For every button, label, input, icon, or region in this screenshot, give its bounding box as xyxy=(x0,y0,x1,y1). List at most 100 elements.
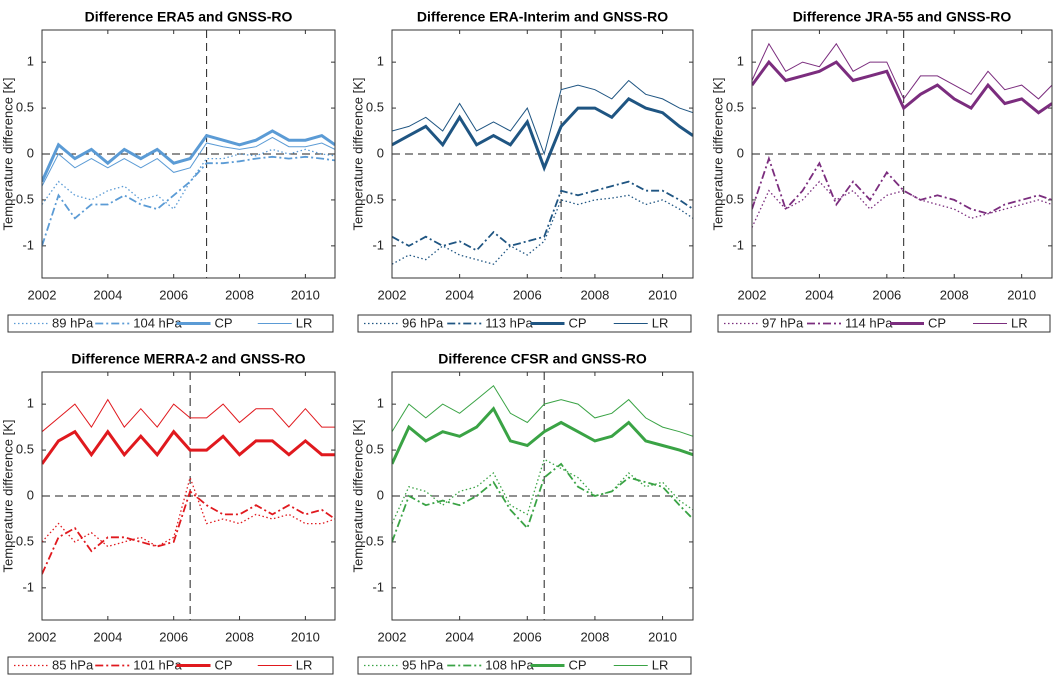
legend-label: CP xyxy=(569,315,587,330)
legend-box xyxy=(7,656,334,675)
legend-label: 95 hPa xyxy=(402,657,444,672)
y-tick-label: 1 xyxy=(27,54,34,69)
x-tick-label: 2006 xyxy=(513,287,542,302)
series-line xyxy=(42,155,335,247)
y-tick-label: 0.5 xyxy=(16,100,34,115)
y-axis-label: Temperature difference [K] xyxy=(0,78,15,231)
panel: Difference MERRA-2 and GNSS-RO Temperatur… xyxy=(0,351,336,675)
legend-box xyxy=(357,656,692,675)
x-tick-label: 2008 xyxy=(225,629,254,644)
panel: Difference CFSR and GNSS-RO Temperature d… xyxy=(350,351,694,675)
y-tick-label: -1 xyxy=(372,579,384,594)
x-tick-label: 2004 xyxy=(93,287,122,302)
legend-label: CP xyxy=(215,315,233,330)
x-tick-label: 2008 xyxy=(225,287,254,302)
panel: Difference ERA5 and GNSS-RO Temperature d… xyxy=(0,9,336,333)
legend-label: CP xyxy=(215,657,233,672)
y-tick-label: 0 xyxy=(377,145,384,160)
x-tick-label: 2010 xyxy=(648,287,677,302)
y-tick-label: 1 xyxy=(737,54,744,69)
legend-label: 96 hPa xyxy=(402,315,444,330)
panel-title: Difference ERA5 and GNSS-RO xyxy=(85,9,293,25)
x-tick-label: 2004 xyxy=(445,629,474,644)
legend-label: CP xyxy=(928,315,946,330)
x-tick-label: 2006 xyxy=(159,629,188,644)
x-tick-label: 2002 xyxy=(28,287,57,302)
legend-label: 113 hPa xyxy=(485,315,533,330)
legend-box xyxy=(357,314,692,333)
panel-title: Difference JRA-55 and GNSS-RO xyxy=(793,9,1012,25)
panel-title: Difference ERA-Interim and GNSS-RO xyxy=(417,9,668,25)
series-line xyxy=(392,462,693,543)
series-line xyxy=(392,194,693,265)
series-line xyxy=(392,97,693,172)
y-axis-label: Temperature difference [K] xyxy=(0,420,15,573)
x-tick-label: 2002 xyxy=(738,287,767,302)
x-tick-label: 2010 xyxy=(648,629,677,644)
y-tick-label: 0.5 xyxy=(366,442,384,457)
y-tick-label: 0.5 xyxy=(726,100,744,115)
y-tick-label: 0 xyxy=(737,145,744,160)
x-tick-label: 2006 xyxy=(159,287,188,302)
panel: Difference ERA-Interim and GNSS-RO Temper… xyxy=(350,9,694,333)
y-tick-label: 1 xyxy=(377,396,384,411)
y-tick-label: -1 xyxy=(22,237,34,252)
x-tick-label: 2006 xyxy=(513,629,542,644)
series-line xyxy=(392,180,693,252)
series-line xyxy=(392,385,693,437)
plot-frame xyxy=(41,371,336,621)
series-line xyxy=(392,458,693,524)
y-tick-label: 1 xyxy=(377,54,384,69)
x-tick-label: 2010 xyxy=(291,629,320,644)
legend-label: 85 hPa xyxy=(52,657,94,672)
x-tick-label: 2008 xyxy=(580,629,609,644)
plot-frame xyxy=(391,371,694,621)
y-tick-label: -0.5 xyxy=(12,191,34,206)
legend-label: 114 hPa xyxy=(845,315,893,330)
y-tick-label: -0.5 xyxy=(362,191,384,206)
legend-label: LR xyxy=(652,657,669,672)
legend-box xyxy=(7,314,334,333)
legend-label: 104 hPa xyxy=(133,315,182,330)
x-tick-label: 2004 xyxy=(445,287,474,302)
y-tick-label: 0 xyxy=(377,487,384,502)
x-tick-label: 2004 xyxy=(805,287,834,302)
legend-box xyxy=(717,314,1051,333)
y-tick-label: -1 xyxy=(732,237,744,252)
y-tick-label: -1 xyxy=(22,579,34,594)
x-tick-label: 2006 xyxy=(872,287,901,302)
legend-label: LR xyxy=(1011,315,1028,330)
y-tick-label: 0.5 xyxy=(366,100,384,115)
x-tick-label: 2008 xyxy=(580,287,609,302)
series-line xyxy=(42,489,335,575)
plot-frame xyxy=(751,29,1053,279)
y-tick-label: -1 xyxy=(372,237,384,252)
x-tick-label: 2010 xyxy=(1007,287,1036,302)
plot-frame xyxy=(391,29,694,279)
y-axis-label: Temperature difference [K] xyxy=(350,78,365,231)
legend-label: 97 hPa xyxy=(762,315,804,330)
legend-label: 108 hPa xyxy=(485,657,534,672)
legend-label: LR xyxy=(652,315,669,330)
y-tick-label: -0.5 xyxy=(12,533,34,548)
y-tick-label: 0 xyxy=(27,145,34,160)
x-tick-label: 2008 xyxy=(940,287,969,302)
series-line xyxy=(42,136,335,187)
x-tick-label: 2002 xyxy=(378,287,407,302)
series-line xyxy=(392,406,693,465)
series-line xyxy=(42,429,335,465)
y-axis-label: Temperature difference [K] xyxy=(710,78,725,231)
legend-label: 101 hPa xyxy=(133,657,182,672)
series-line xyxy=(42,398,335,433)
series-line xyxy=(392,79,693,156)
plot-frame xyxy=(41,29,336,279)
series-line xyxy=(752,59,1052,115)
y-tick-label: 1 xyxy=(27,396,34,411)
series-line xyxy=(752,155,1052,215)
panel-title: Difference CFSR and GNSS-RO xyxy=(438,351,647,367)
y-tick-label: -0.5 xyxy=(722,191,744,206)
y-tick-label: 0 xyxy=(27,487,34,502)
legend-label: 89 hPa xyxy=(52,315,94,330)
panel: Difference JRA-55 and GNSS-RO Temperature… xyxy=(710,9,1053,333)
